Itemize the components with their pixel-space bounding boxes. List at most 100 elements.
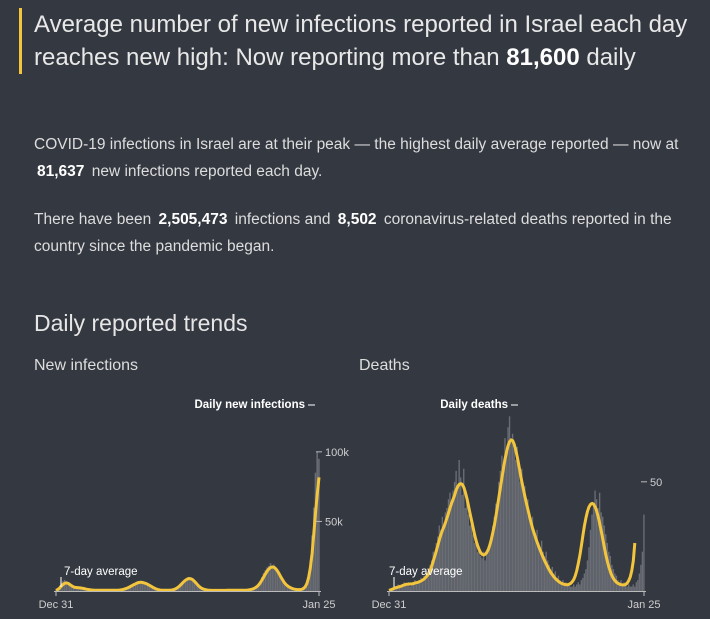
daily-bar — [623, 582, 625, 591]
daily-bar — [269, 563, 272, 591]
daily-bar — [634, 586, 636, 591]
daily-bar — [403, 582, 405, 591]
daily-bar — [184, 578, 187, 591]
deaths-chart-title: Deaths — [359, 357, 410, 374]
daily-bar — [266, 567, 268, 591]
daily-bar — [455, 470, 457, 591]
total-deaths-value: 8,502 — [337, 211, 377, 228]
daily-bar — [606, 542, 608, 591]
daily-bar — [565, 582, 567, 591]
daily-bar — [55, 589, 57, 591]
daily-bar — [430, 560, 433, 591]
deaths-chart: Dec 31 Jan 25 50 Daily deaths 7-day average — [372, 399, 663, 611]
daily-bar — [605, 534, 607, 591]
daily-bar — [516, 446, 518, 591]
daily-bar — [72, 588, 74, 591]
daily-bar — [415, 584, 418, 591]
daily-bar — [438, 525, 440, 591]
daily-bar — [181, 581, 183, 591]
x-end-label: Jan 25 — [627, 599, 660, 611]
daily-bar — [197, 586, 199, 591]
daily-bar — [537, 542, 540, 591]
daily-bar — [621, 584, 624, 591]
y-tick-label: 50 — [650, 477, 662, 489]
daily-bar — [183, 579, 185, 591]
daily-bar — [150, 587, 152, 591]
daily-bar — [618, 582, 621, 591]
daily-bar — [490, 536, 492, 591]
daily-bar — [65, 581, 68, 591]
daily-bar — [463, 468, 465, 591]
daily-bar — [67, 584, 69, 591]
daily-bar — [626, 586, 628, 591]
daily-bar — [603, 525, 605, 591]
daily-bar — [395, 588, 398, 591]
daily-bar — [273, 564, 275, 591]
p2-end: coronavirus-related deaths reported in t… — [34, 211, 672, 255]
daily-bar — [566, 584, 569, 591]
daily-bar — [424, 577, 427, 591]
daily-bar — [257, 584, 260, 591]
daily-bar — [418, 580, 421, 591]
daily-bar — [133, 584, 135, 591]
daily-bar — [479, 556, 482, 591]
daily-bar — [460, 477, 462, 591]
current-average-value: 81,637 — [37, 163, 85, 180]
daily-bar — [280, 578, 282, 591]
daily-bar — [429, 564, 431, 591]
daily-bar — [449, 492, 451, 591]
daily-bar — [510, 438, 512, 591]
daily-bar — [484, 560, 486, 591]
daily-bar — [550, 569, 552, 591]
daily-bar — [466, 499, 468, 591]
daily-bar — [598, 492, 601, 591]
daily-bar — [492, 525, 494, 591]
daily-bar — [637, 580, 639, 591]
daily-bar — [643, 514, 645, 591]
daily-bar — [193, 581, 196, 591]
daily-bar — [542, 551, 544, 591]
daily-bar — [528, 512, 531, 591]
daily-bar — [631, 586, 633, 591]
summary-paragraph-totals: There have been 2,505,473 infections and… — [34, 206, 694, 260]
daily-bar — [467, 514, 470, 591]
daily-bar — [635, 582, 637, 591]
daily-bar — [79, 588, 81, 591]
daily-bar — [476, 551, 479, 591]
daily-bar — [427, 573, 430, 591]
daily-bar — [518, 470, 520, 591]
daily-bar — [401, 584, 404, 591]
headline-suffix: daily — [579, 44, 636, 71]
daily-bar — [540, 540, 543, 591]
daily-bar — [77, 588, 80, 591]
daily-bar — [551, 566, 553, 591]
daily-bar — [188, 577, 190, 591]
daily-bar — [594, 490, 596, 591]
x-start-label: Dec 31 — [39, 599, 74, 611]
headline: Average number of new infections reporte… — [19, 8, 704, 74]
daily-bar — [595, 499, 598, 591]
daily-bar — [146, 584, 149, 591]
daily-bar — [444, 512, 447, 591]
p2-mid: infections and — [234, 211, 331, 228]
daily-bar — [525, 503, 528, 591]
daily-series-label: Daily deaths — [440, 399, 508, 411]
daily-bar — [420, 577, 422, 591]
daily-bar — [283, 584, 286, 591]
daily-bar — [563, 584, 566, 591]
section-title: Daily reported trends — [34, 310, 248, 336]
daily-bar — [191, 579, 194, 591]
daily-bar — [589, 529, 592, 591]
daily-bar — [556, 577, 558, 591]
daily-bar — [629, 586, 631, 591]
daily-bar — [437, 536, 439, 591]
daily-bar — [432, 551, 434, 591]
daily-bar — [504, 438, 506, 591]
daily-bar — [627, 584, 630, 591]
daily-bar — [200, 588, 203, 591]
daily-bar — [539, 547, 541, 591]
daily-bar — [502, 464, 505, 591]
daily-bar — [461, 494, 463, 591]
daily-bar — [288, 587, 291, 591]
daily-bar — [421, 582, 424, 591]
